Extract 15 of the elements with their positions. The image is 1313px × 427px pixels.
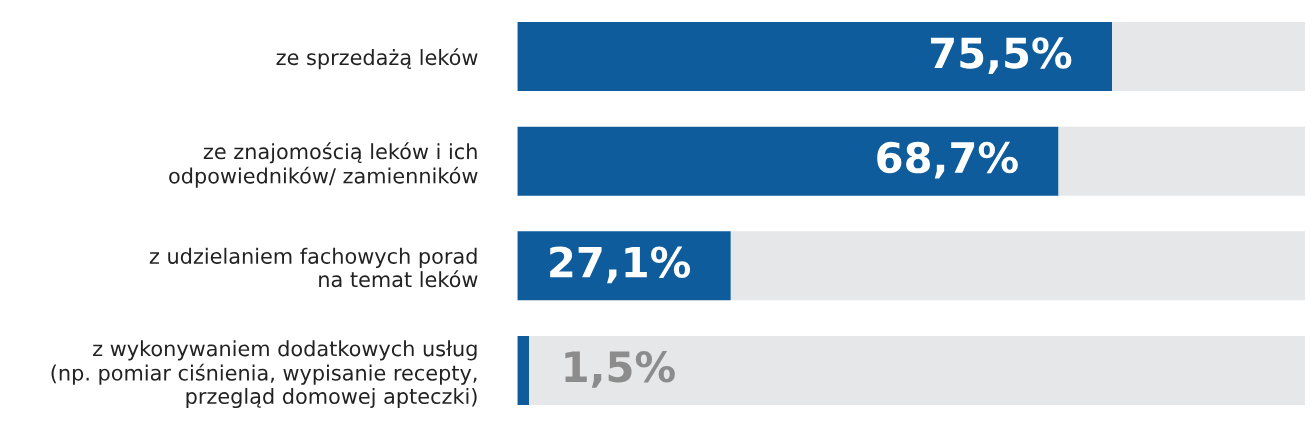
bar xyxy=(529,335,1306,405)
data-label: 27,1% xyxy=(550,246,691,284)
y-tick-label: z udzielaniem fachowych porad na temat leków xyxy=(149,247,478,288)
y-tick-label: z wykonywaniem dodatkowych usług (np. pomiar ciśnienia, wypisanie recepty, przegląd domowej apteczki) xyxy=(51,340,477,409)
data-label: 1,5% xyxy=(565,351,675,388)
bar xyxy=(730,231,1306,301)
y-tick-label: ze znajomością leków i ich odpowiedników/ zamienników xyxy=(169,142,478,188)
bar xyxy=(517,22,1113,92)
bar xyxy=(1058,126,1306,196)
bar xyxy=(517,126,1059,196)
data-label: 68,7% xyxy=(877,141,1018,179)
data-label: 75,5% xyxy=(930,37,1072,74)
bar xyxy=(1112,22,1306,92)
bar xyxy=(517,335,530,405)
y-tick-label: ze sprzedażą leków xyxy=(276,48,478,70)
